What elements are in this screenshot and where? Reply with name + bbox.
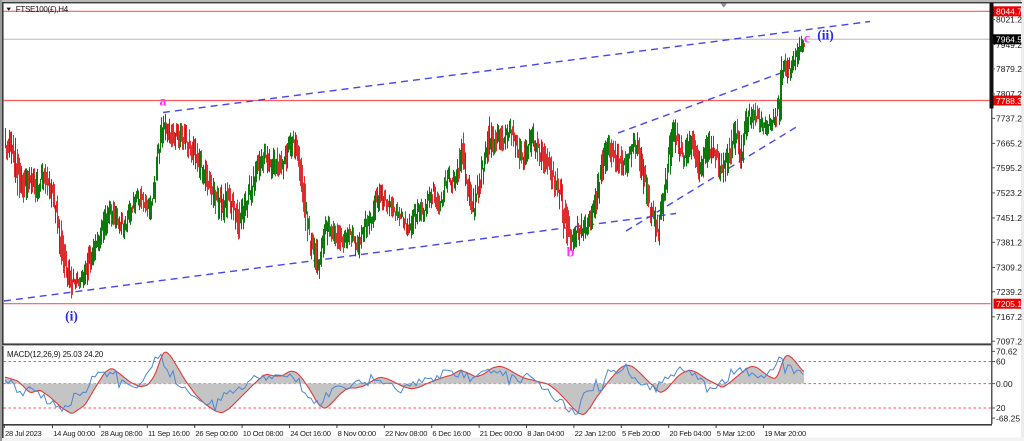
svg-text:7205.1: 7205.1 <box>996 299 1022 309</box>
svg-text:c: c <box>804 32 810 47</box>
svg-text:24 Oct 16:00: 24 Oct 16:00 <box>290 429 331 438</box>
svg-text:11 Sep 16:00: 11 Sep 16:00 <box>148 429 190 438</box>
svg-text:7381.2: 7381.2 <box>996 238 1022 248</box>
svg-text:6 Dec 16:00: 6 Dec 16:00 <box>432 429 470 438</box>
svg-text:70.62: 70.62 <box>996 347 1018 357</box>
svg-text:0.00: 0.00 <box>996 379 1013 389</box>
svg-text:a: a <box>160 95 167 110</box>
svg-text:-68.25: -68.25 <box>996 413 1020 423</box>
svg-text:7788.3: 7788.3 <box>996 96 1022 106</box>
svg-text:7097.2: 7097.2 <box>996 336 1022 346</box>
svg-text:8021.2: 8021.2 <box>996 15 1022 25</box>
svg-text:10 Oct 08:00: 10 Oct 08:00 <box>243 429 284 438</box>
svg-text:5 Feb 20:00: 5 Feb 20:00 <box>622 429 660 438</box>
svg-text:7879.2: 7879.2 <box>996 64 1022 74</box>
svg-text:(i): (i) <box>65 309 78 324</box>
svg-text:5 Mar 12:00: 5 Mar 12:00 <box>717 429 755 438</box>
svg-text:8 Jan 04:00: 8 Jan 04:00 <box>527 429 564 438</box>
svg-text:22 Jan 12:00: 22 Jan 12:00 <box>575 429 616 438</box>
svg-text:7595.2: 7595.2 <box>996 163 1022 173</box>
svg-text:b: b <box>567 246 575 261</box>
svg-text:(ii): (ii) <box>817 28 834 43</box>
svg-text:7451.2: 7451.2 <box>996 213 1022 223</box>
svg-text:28 Jul 2023: 28 Jul 2023 <box>5 429 42 438</box>
svg-text:14 Aug 00:00: 14 Aug 00:00 <box>53 429 95 438</box>
svg-text:7807.2: 7807.2 <box>996 89 1022 99</box>
svg-text:7949.2: 7949.2 <box>996 40 1022 50</box>
svg-text:19 Mar 20:00: 19 Mar 20:00 <box>764 429 806 438</box>
svg-text:60: 60 <box>996 357 1006 367</box>
svg-text:7665.2: 7665.2 <box>996 139 1022 149</box>
svg-text:MACD(12,26,9) 25.03 24.20: MACD(12,26,9) 25.03 24.20 <box>7 350 104 359</box>
svg-text:22 Nov 08:00: 22 Nov 08:00 <box>385 429 427 438</box>
svg-text:28 Aug 08:00: 28 Aug 08:00 <box>101 429 143 438</box>
svg-text:7737.2: 7737.2 <box>996 114 1022 124</box>
svg-text:7523.2: 7523.2 <box>996 188 1022 198</box>
svg-text:20: 20 <box>996 403 1006 413</box>
svg-text:7167.2: 7167.2 <box>996 312 1022 322</box>
svg-text:26 Sep 00:00: 26 Sep 00:00 <box>195 429 237 438</box>
svg-text:7964.5: 7964.5 <box>996 35 1022 45</box>
svg-text:21 Dec 00:00: 21 Dec 00:00 <box>480 429 522 438</box>
svg-text:8044.7: 8044.7 <box>996 7 1022 17</box>
svg-text:7309.2: 7309.2 <box>996 263 1022 273</box>
svg-text:FTSE100(£),H4: FTSE100(£),H4 <box>16 5 69 14</box>
svg-text:7239.2: 7239.2 <box>996 287 1022 297</box>
svg-text:20 Feb 04:00: 20 Feb 04:00 <box>669 429 711 438</box>
svg-text:8 Nov 00:00: 8 Nov 00:00 <box>338 429 376 438</box>
